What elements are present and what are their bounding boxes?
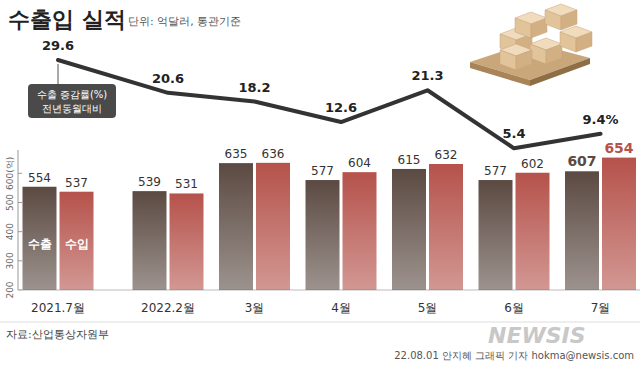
source: 자료:산업통상자원부: [6, 328, 109, 341]
bar: [170, 193, 204, 290]
annotation: 수출 증감률(%) 전년동월대비: [28, 64, 116, 118]
category-label: 2021.7월: [31, 301, 85, 315]
data-label: 635: [225, 147, 248, 161]
bar: [429, 164, 463, 290]
line-label: 21.3: [411, 68, 443, 83]
tick: [18, 260, 22, 261]
bar: [392, 169, 426, 290]
watermark: NEWSIS: [488, 323, 586, 348]
category-label: 3월: [245, 301, 265, 315]
title: 수출입 실적: [8, 7, 126, 32]
data-label: 654: [604, 140, 633, 156]
data-label: 636: [262, 147, 285, 161]
bar: [479, 180, 513, 290]
labels: 554 수출 539 635 577 615 577 607 537 수입 531 636 604 632…: [28, 38, 634, 315]
box: [530, 44, 546, 64]
tick: [18, 231, 22, 232]
plot: [23, 60, 637, 290]
boxes-icon: [470, 4, 592, 86]
bar: [306, 180, 340, 290]
bar: [256, 163, 290, 290]
data-label: 577: [484, 164, 507, 178]
box: [561, 10, 577, 30]
data-label: 602: [521, 157, 544, 171]
pallet: [530, 58, 590, 86]
legend-label: 수입: [65, 237, 89, 251]
category-label: 5월: [418, 301, 438, 315]
subtitle: 단위: 억달러, 통관기준: [128, 15, 241, 28]
tick-label: 600(억): [5, 157, 15, 190]
annotation-box: [28, 84, 116, 118]
data-label: 607: [567, 153, 596, 169]
data-label: 577: [311, 164, 334, 178]
box: [515, 18, 531, 38]
data-label: 604: [348, 156, 371, 170]
y-axis: 200 300 400 500 600(억): [5, 150, 640, 299]
box: [500, 50, 516, 70]
bar: [60, 192, 94, 290]
pointer: [58, 64, 59, 84]
box: [560, 32, 576, 52]
category-label: 4월: [331, 301, 351, 315]
tick-label: 300: [5, 252, 15, 269]
annotation-text: 수출 증감률(%): [37, 89, 108, 100]
line: [58, 60, 601, 148]
box: [576, 32, 592, 52]
chart: 수출입 실적단위: 억달러, 통관기준 200 300 400 500 600(억) 554…: [0, 0, 640, 365]
tick-label: 400: [5, 223, 15, 240]
tick: [18, 173, 22, 174]
category-label: 2022.2월: [141, 301, 195, 315]
line-label: 12.6: [325, 100, 357, 115]
line-label: 5.4: [502, 126, 525, 141]
bar: [516, 173, 550, 290]
bar: [219, 163, 253, 290]
tick: [18, 202, 22, 203]
box: [516, 50, 532, 70]
tick-label: 200: [5, 281, 15, 298]
credit: 22.08.01 안지혜 그래픽 기자 hokma@newsis.com: [394, 350, 634, 361]
data-label: 539: [138, 175, 161, 189]
bar: [565, 171, 599, 290]
bar: [343, 172, 377, 290]
category-label: 7월: [591, 301, 611, 315]
data-label: 537: [65, 176, 88, 190]
box: [546, 44, 562, 64]
line-label: 9.4%: [582, 112, 618, 127]
data-label: 554: [28, 171, 51, 185]
box: [545, 10, 561, 30]
tick-label: 500: [5, 194, 15, 211]
box: [531, 18, 547, 38]
line-label: 18.2: [238, 80, 270, 95]
axis-line: [18, 150, 19, 290]
bar: [602, 158, 636, 290]
data-label: 531: [175, 177, 198, 191]
category-label: 6월: [504, 301, 524, 315]
line-label: 20.6: [152, 71, 184, 86]
data-label: 615: [398, 153, 421, 167]
bar: [23, 187, 57, 290]
bar: [133, 191, 167, 290]
legend-label: 수출: [28, 237, 52, 251]
annotation-text: 전년동월대비: [42, 103, 102, 114]
data-label: 632: [435, 148, 458, 162]
line-label: 29.6: [42, 38, 74, 53]
